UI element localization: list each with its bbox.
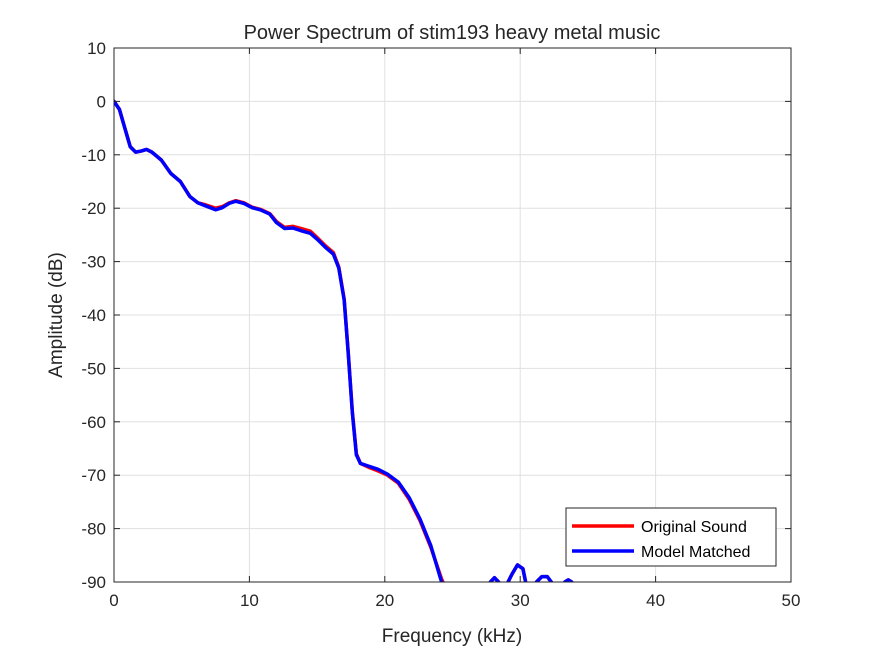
y-tick-label: 10	[87, 39, 106, 58]
series-line-model-matched-segment-1	[488, 575, 501, 582]
x-tick-label: 10	[240, 591, 259, 610]
y-tick-label: -60	[81, 413, 106, 432]
series-layer	[114, 99, 574, 582]
y-tick-label: 0	[97, 92, 106, 111]
x-tick-label: 20	[375, 591, 394, 610]
y-tick-label: -50	[81, 359, 106, 378]
series-line-model-matched-segment-2	[506, 563, 528, 582]
x-tick-label: 50	[782, 591, 801, 610]
y-tick-label: -80	[81, 520, 106, 539]
x-axis-label: Frequency (kHz)	[382, 626, 522, 647]
chart-title: Power Spectrum of stim193 heavy metal mu…	[244, 22, 661, 44]
series-line-model-matched-segment-4	[563, 578, 574, 582]
legend-box	[565, 507, 777, 567]
legend-label-original-sound: Original Sound	[641, 519, 747, 536]
ticks: 0 10 20 30 40 50 10 0 -10 -20 -30 -40 -50 -60 -70 -80 -9…	[81, 39, 800, 610]
y-tick-label: -10	[81, 146, 106, 165]
y-tick-label: -40	[81, 306, 106, 325]
y-tick-label: -70	[81, 466, 106, 485]
y-axis-label: Amplitude (dB)	[46, 252, 67, 378]
y-tick-label: -30	[81, 253, 106, 272]
series-line-model-matched-segment-0	[114, 99, 444, 582]
legend: Original Sound Model Matched	[565, 507, 777, 567]
y-tick-label: -20	[81, 199, 106, 218]
x-tick-label: 30	[511, 591, 530, 610]
x-tick-label: 0	[109, 591, 118, 610]
x-tick-label: 40	[646, 591, 665, 610]
legend-label-model-matched: Model Matched	[641, 544, 750, 561]
y-tick-label: -90	[81, 573, 106, 592]
series-line-model-matched-segment-3	[534, 574, 554, 582]
